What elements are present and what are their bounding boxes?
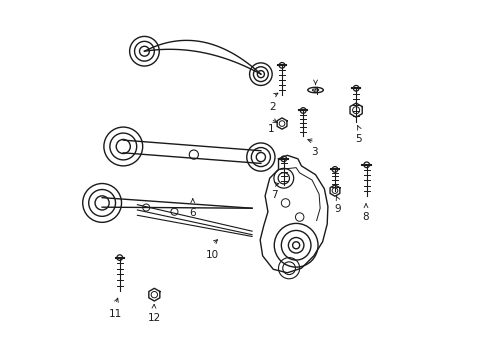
Text: 9: 9 <box>334 204 341 214</box>
Text: 6: 6 <box>190 207 196 217</box>
Text: 12: 12 <box>147 313 161 323</box>
Text: 3: 3 <box>312 147 318 157</box>
Text: 7: 7 <box>270 190 277 200</box>
Text: 1: 1 <box>268 124 274 134</box>
Text: 5: 5 <box>356 134 362 144</box>
Text: 11: 11 <box>109 310 122 319</box>
Text: 10: 10 <box>206 249 219 260</box>
Text: 8: 8 <box>363 212 369 222</box>
Text: 4: 4 <box>312 87 319 97</box>
Text: 2: 2 <box>270 102 276 112</box>
